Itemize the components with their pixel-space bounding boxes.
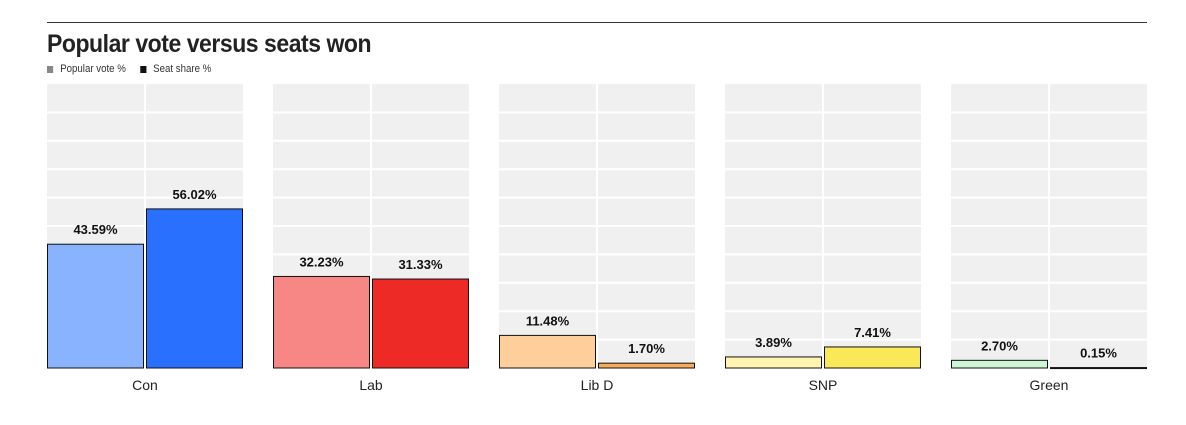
chart-title: Popular vote versus seats won — [47, 30, 372, 58]
data-label-seat-share-green: 0.15% — [1080, 346, 1117, 361]
data-label-seat-share-lib-d: 1.70% — [628, 341, 665, 356]
bar-popular-vote-green — [951, 359, 1048, 369]
legend-item-popular-vote: Popular vote % — [47, 63, 126, 75]
category-label-lab: Lab — [359, 377, 383, 393]
bar-seat-share-lab — [372, 278, 469, 369]
bar-seat-share-con — [146, 208, 243, 369]
data-label-seat-share-snp: 7.41% — [854, 325, 891, 340]
data-label-popular-vote-green: 2.70% — [981, 338, 1018, 353]
top-rule — [47, 22, 1147, 23]
category-label-lib-d: Lib D — [581, 377, 614, 393]
data-label-seat-share-lab: 31.33% — [398, 257, 443, 272]
bar-popular-vote-lab — [273, 275, 370, 369]
data-label-popular-vote-snp: 3.89% — [755, 335, 792, 350]
bar-popular-vote-lib-d — [499, 334, 596, 369]
legend-label-popular-vote: Popular vote % — [60, 63, 126, 75]
data-label-popular-vote-lib-d: 11.48% — [526, 313, 570, 328]
legend: Popular vote % Seat share % — [47, 63, 225, 75]
category-label-snp: SNP — [809, 377, 838, 393]
bar-popular-vote-snp — [725, 356, 822, 369]
legend-label-seat-share: Seat share % — [153, 63, 212, 75]
legend-swatch-popular-vote — [47, 65, 54, 73]
category-label-green: Green — [1030, 377, 1069, 393]
data-label-seat-share-con: 56.02% — [172, 187, 217, 202]
bar-seat-share-green — [1050, 367, 1147, 370]
category-label-con: Con — [132, 377, 158, 393]
bar-popular-vote-con — [47, 243, 144, 369]
legend-swatch-seat-share — [139, 65, 147, 73]
bar-seat-share-lib-d — [598, 362, 695, 369]
legend-item-seat-share: Seat share % — [139, 63, 212, 75]
data-label-popular-vote-lab: 32.23% — [299, 254, 344, 269]
bar-seat-share-snp — [824, 346, 921, 369]
data-label-popular-vote-con: 43.59% — [73, 222, 118, 237]
